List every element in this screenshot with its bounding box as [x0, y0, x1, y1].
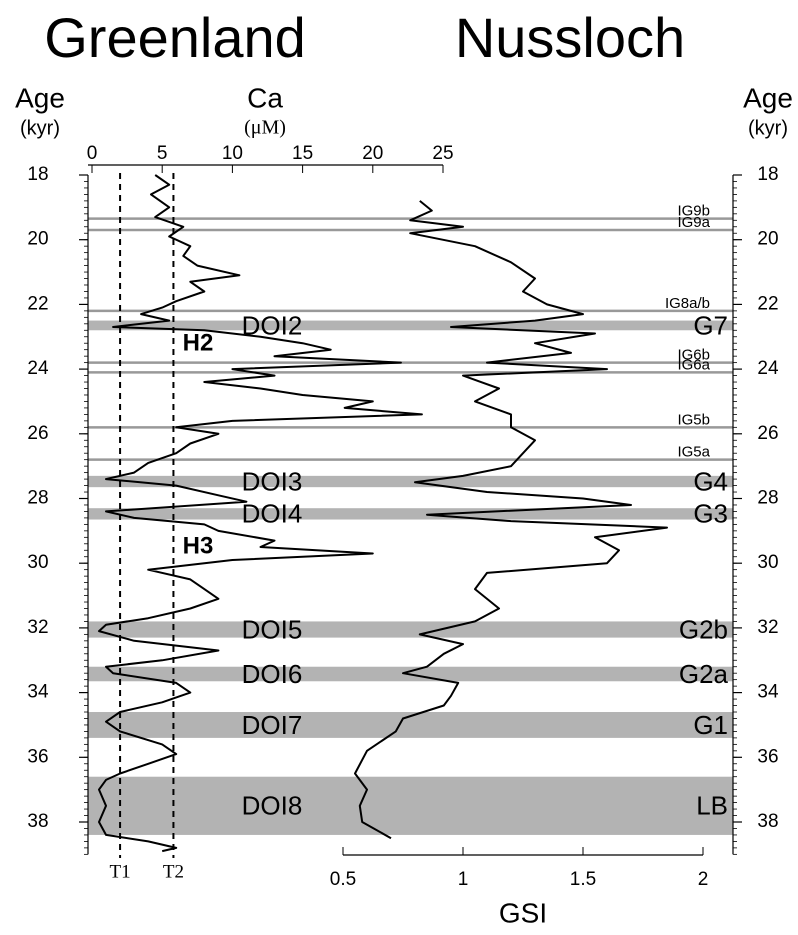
band: [88, 621, 733, 638]
interstadial-label: IG5b: [677, 411, 710, 428]
axis-unit: (kyr): [748, 117, 788, 139]
y-tick-label: 36: [757, 746, 778, 767]
y-tick-label: 32: [27, 617, 48, 638]
y-tick-label: 22: [757, 293, 778, 314]
y-tick-label: 24: [27, 358, 49, 379]
axis-unit: (kyr): [20, 117, 60, 139]
y-tick-label: 32: [757, 617, 778, 638]
x-tick-label: 0: [87, 143, 98, 164]
x-tick-label: 10: [222, 143, 243, 164]
interstadial-label: IG5a: [677, 444, 710, 461]
band-label: LB: [696, 791, 728, 821]
band: [88, 320, 733, 331]
y-tick-label: 18: [27, 164, 48, 185]
gsi-line: [354, 200, 668, 840]
interstadial-label: IG9a: [677, 214, 710, 231]
band-label: DOI7: [242, 710, 303, 740]
x-tick-label: 1.5: [570, 869, 596, 890]
band: [88, 508, 733, 520]
interstadial-label: IG8a/b: [665, 295, 710, 312]
y-tick-label: 18: [757, 164, 778, 185]
band: [88, 475, 733, 488]
y-tick-label: 24: [757, 358, 779, 379]
y-tick-label: 38: [27, 811, 48, 832]
threshold-label: T2: [163, 861, 184, 882]
ca-line: [98, 174, 423, 853]
y-tick-label: 20: [757, 229, 778, 250]
band-label: DOI5: [242, 614, 303, 644]
band-label: G2b: [679, 614, 728, 644]
band-label: DOI8: [242, 791, 303, 821]
interstadial-label: IG6b: [677, 347, 710, 364]
band-label: DOI4: [242, 499, 303, 529]
band-label: DOI6: [242, 659, 303, 689]
axis-title: Age: [743, 82, 793, 113]
title: Nussloch: [455, 6, 685, 69]
axis-unit: (μM): [244, 117, 286, 139]
y-tick-label: 30: [27, 552, 48, 573]
y-tick-label: 36: [27, 746, 48, 767]
y-tick-label: 34: [27, 682, 49, 703]
x-tick-label: 1: [458, 869, 469, 890]
band-label: G4: [693, 466, 728, 496]
y-tick-label: 28: [757, 488, 778, 509]
y-tick-label: 20: [27, 229, 48, 250]
axis-title: Age: [15, 82, 65, 113]
y-tick-label: 34: [757, 682, 779, 703]
y-tick-label: 28: [27, 488, 48, 509]
axis-title: Ca: [247, 82, 283, 113]
band-label: G7: [693, 310, 728, 340]
annotation: H2: [183, 329, 214, 356]
threshold-label: T1: [110, 861, 131, 882]
x-tick-label: 5: [157, 143, 168, 164]
band-label: G2a: [679, 659, 729, 689]
band-label: DOI3: [242, 466, 303, 496]
title: Greenland: [44, 6, 306, 69]
x-tick-label: 20: [362, 143, 383, 164]
interstadial-label: IG9b: [677, 203, 710, 220]
axis-title: GSI: [499, 897, 547, 928]
band-label: G1: [693, 710, 728, 740]
interstadial-label: IG6a: [677, 356, 710, 373]
y-tick-label: 26: [757, 423, 778, 444]
x-tick-label: 15: [292, 143, 313, 164]
x-tick-label: 0.5: [330, 869, 356, 890]
x-tick-label: 2: [698, 869, 709, 890]
y-tick-label: 38: [757, 811, 778, 832]
x-tick-label: 25: [432, 143, 453, 164]
y-tick-label: 26: [27, 423, 48, 444]
band: [88, 776, 733, 835]
y-tick-label: 30: [757, 552, 778, 573]
y-tick-label: 22: [27, 293, 48, 314]
annotation: H3: [183, 532, 214, 559]
band-label: G3: [693, 499, 728, 529]
